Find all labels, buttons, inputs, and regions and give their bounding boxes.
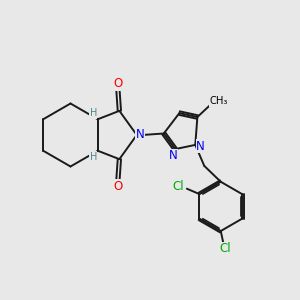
Text: N: N: [135, 128, 144, 142]
Text: N: N: [168, 149, 177, 162]
Text: CH₃: CH₃: [209, 96, 228, 106]
Text: H: H: [90, 108, 97, 118]
Text: Cl: Cl: [173, 180, 184, 193]
Text: Cl: Cl: [219, 242, 231, 256]
Text: O: O: [113, 180, 122, 193]
Text: N: N: [196, 140, 205, 153]
Text: H: H: [90, 152, 97, 162]
Text: O: O: [113, 77, 122, 90]
